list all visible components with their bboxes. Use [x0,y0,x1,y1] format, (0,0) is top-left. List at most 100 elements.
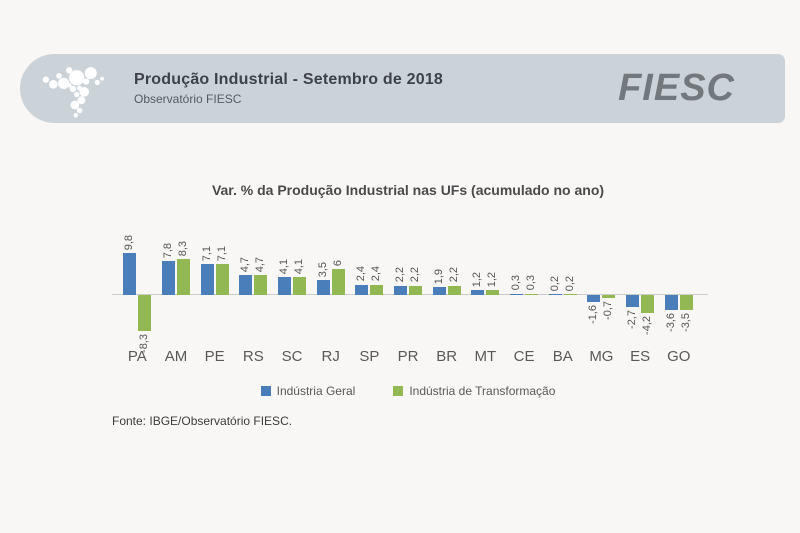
bar-pa-series1 [138,295,152,331]
bar-ba-series1 [563,294,577,295]
bar-pa-series0 [123,252,137,295]
bar-group-go: -3,6 -3,5 GO [659,210,698,380]
category-label-pe: PE [204,348,225,365]
source-text: Fonte: IBGE/Observatório FIESC. [112,414,293,428]
value-label: -1,6 [587,304,600,324]
bar-group-rj: 3,5 6 RJ [311,210,350,380]
bar-pr-series0 [394,285,408,295]
legend-swatch-blue-icon [260,386,271,396]
value-label: 0,3 [525,275,538,291]
value-label: 2,2 [447,267,460,283]
value-label: -0,7 [602,301,615,320]
plot-area: 9,8 -8,3 PA 7,8 8,3 AM 7,1 7,1 PE 4,7 4,7 RS 4,1 4,1 S… [112,210,708,380]
value-label: -3,6 [664,313,677,333]
value-label: 9,8 [123,234,136,250]
category-label-sp: SP [359,348,380,365]
bar-sc-series0 [278,277,292,295]
bar-group-mt: 1,2 1,2 MT [466,210,505,380]
bar-group-am: 7,8 8,3 AM [157,210,196,380]
legend-item-industria-geral: Indústria Geral [260,384,356,398]
bar-pair: 3,5 6 [316,210,345,380]
bar-group-es: -2,7 -4,2 ES [621,210,660,380]
value-label: 2,4 [355,266,368,282]
bar-pair: 0,3 0,3 [510,210,539,380]
category-label-es: ES [630,348,651,365]
bar-pair: -3,6 -3,5 [664,210,693,380]
brand-wordmark: FIESC [618,67,735,109]
bar-mt-series0 [471,289,485,295]
legend-label: Indústria Geral [276,384,356,398]
value-label: 0,2 [563,275,576,291]
value-label: 1,2 [486,271,499,287]
bar-ce-series1 [525,293,539,295]
bar-es-series1 [641,295,655,314]
value-label: 4,1 [293,259,306,275]
bar-pair: 7,8 8,3 [162,210,190,380]
bar-am-series0 [162,261,175,295]
legend: Indústria Geral Indústria de Transformaç… [118,383,698,399]
bar-pair: -2,7 -4,2 [626,210,655,380]
bar-rs-series1 [254,274,268,295]
bar-go-series1 [679,295,693,311]
legend-item-industria-transformacao: Indústria de Transformação [393,384,555,398]
value-label: 0,2 [548,275,561,291]
bar-mg-series0 [587,295,601,302]
value-label: 1,9 [432,268,445,284]
bar-rs-series0 [239,274,253,295]
header-bar: Produção Industrial - Setembro de 2018 O… [20,54,785,123]
bar-es-series0 [626,295,640,307]
category-label-pr: PR [397,348,419,365]
bar-pair: 4,7 4,7 [239,210,268,380]
bar-am-series1 [177,259,190,295]
category-label-rj: RJ [321,348,340,365]
chart-title: Var. % da Produção Industrial nas UFs (a… [211,182,605,198]
value-label: 8,3 [177,241,189,257]
value-label: 0,3 [510,275,523,291]
value-label: 2,4 [370,266,383,282]
bar-ba-series0 [548,294,562,295]
bar-pair: 9,8 -8,3 [123,210,152,380]
category-label-rs: RS [242,348,264,365]
category-label-sc: SC [281,348,303,365]
header-subtitle: Observatório FIESC [134,92,242,106]
value-label: 4,7 [239,256,252,272]
bar-mt-series1 [486,289,500,295]
bar-rj-series0 [316,279,330,295]
bar-pair: 2,2 2,2 [394,210,423,380]
bar-pe-series0 [200,264,214,295]
bar-sp-series1 [370,284,384,295]
bar-sc-series1 [293,277,307,295]
bar-group-mg: -1,6 -0,7 MG [582,210,621,380]
bar-pair: 2,4 2,4 [355,210,384,380]
category-label-pa: PA [127,348,147,365]
bar-group-pa: 9,8 -8,3 PA [118,210,157,380]
bar-group-ce: 0,3 0,3 CE [505,210,544,380]
bar-br-series1 [447,285,461,295]
bar-pair: 4,1 4,1 [278,210,307,380]
value-label: 3,5 [316,261,329,277]
bar-pair: 1,2 1,2 [471,210,500,380]
bar-sp-series0 [355,284,369,295]
value-label: 2,2 [394,267,407,283]
value-label: 7,1 [215,246,228,262]
value-label: 4,1 [278,259,291,275]
value-label: 6 [331,260,344,267]
value-label: -2,7 [626,309,639,329]
value-label: 1,2 [471,271,484,287]
bar-group-pr: 2,2 2,2 PR [389,210,428,380]
bar-go-series0 [664,295,678,311]
bar-group-br: 1,9 2,2 BR [427,210,466,380]
category-label-mt: MT [474,348,497,365]
category-label-am: AM [164,348,188,365]
bar-group-sp: 2,4 2,4 SP [350,210,389,380]
bar-pair: -1,6 -0,7 [587,210,616,380]
legend-label: Indústria de Transformação [409,384,556,398]
bar-mg-series1 [602,295,616,298]
bar-pair: 7,1 7,1 [200,210,229,380]
category-label-mg: MG [589,348,614,365]
legend-swatch-green-icon [393,386,404,396]
header-text-block: Produção Industrial - Setembro de 2018 O… [134,71,443,106]
bar-group-sc: 4,1 4,1 SC [273,210,312,380]
value-label: 4,7 [254,256,267,272]
